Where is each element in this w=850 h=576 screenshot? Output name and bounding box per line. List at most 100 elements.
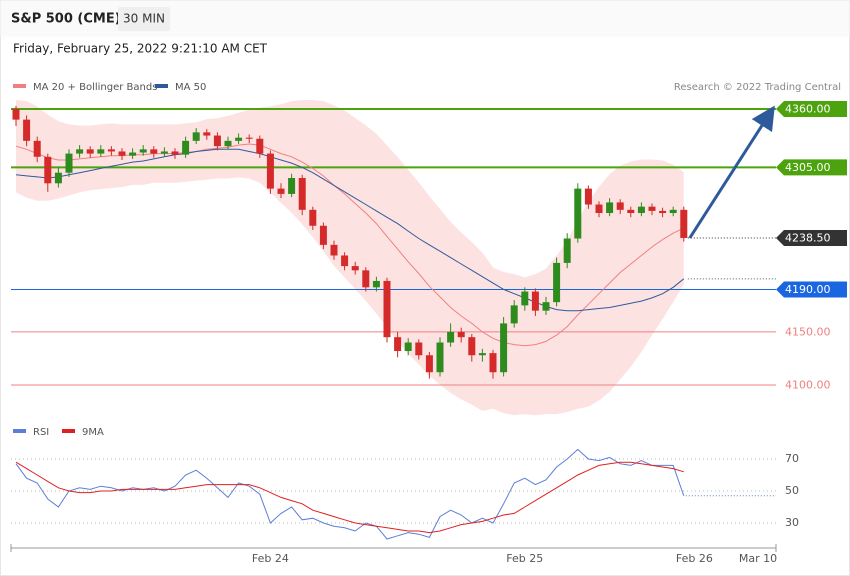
candle-body (659, 210, 667, 214)
candle-body (574, 188, 582, 239)
level-label: 4305.00 (785, 161, 831, 174)
rsi-line (15, 461, 684, 534)
moving-average (15, 148, 685, 312)
candle-body (298, 178, 306, 210)
candle-body (65, 153, 73, 173)
candle-body (224, 140, 232, 147)
candle-body (500, 323, 508, 373)
candle-body (425, 355, 433, 373)
level-label: 4360.00 (785, 103, 831, 116)
candle-body (383, 280, 391, 338)
x-tick-label: Feb 24 (252, 552, 289, 565)
candle-body (118, 151, 126, 156)
candle-body (309, 209, 317, 226)
candle-body (192, 132, 200, 141)
legend-swatch (13, 429, 26, 433)
candle-body (468, 337, 476, 356)
legend-swatch (13, 84, 26, 88)
candle-body (606, 202, 614, 214)
band-lower (15, 176, 685, 416)
level-label: 4190.00 (785, 283, 831, 296)
bollinger-band (16, 100, 684, 415)
band-upper (15, 100, 685, 279)
rsi-tick-label: 30 (785, 516, 799, 529)
candle-body (447, 331, 455, 343)
level-tag (776, 159, 847, 176)
candle-body (351, 266, 359, 271)
chart-title: S&P 500 (CME) (11, 12, 121, 27)
candle-body (362, 270, 370, 288)
candle-body (150, 149, 158, 154)
candle-body (12, 109, 20, 120)
rsi-tick-label: 50 (785, 484, 799, 497)
candle-body (553, 262, 561, 303)
candle-body (171, 151, 179, 155)
legend-label: RSI (33, 427, 49, 438)
candle-body (627, 209, 635, 214)
candle-body (256, 138, 264, 154)
candle-body (266, 153, 274, 189)
price-plot: MA 20 + Bollinger Bands MA 50 RSI 9MA 4360.0… (10, 82, 847, 565)
candle-body (415, 342, 423, 356)
candle-body (404, 342, 412, 351)
projection-arrow (688, 105, 775, 239)
candle-body (648, 206, 656, 211)
candle-body (203, 132, 211, 136)
subtitle: Friday, February 25, 2022 9:21:10 AM CET (13, 42, 268, 56)
candle-body (542, 302, 550, 311)
candle-body (182, 140, 190, 155)
source: Research © 2022 Trading Central (674, 82, 841, 93)
level-tag (776, 229, 847, 246)
candle-body (680, 209, 688, 238)
level-label: 4238.50 (785, 231, 831, 244)
candle-body (107, 149, 115, 152)
candle-body (86, 149, 94, 154)
candle-body (235, 137, 243, 141)
level-tag (776, 101, 847, 118)
rsi-tick-label: 70 (785, 452, 799, 465)
x-tick-label: Feb 25 (506, 552, 543, 565)
candle-body (595, 204, 603, 214)
candle-body (44, 156, 52, 184)
level-label: 4100.00 (785, 378, 831, 391)
candle-body (510, 305, 518, 324)
legend-label: MA 20 + Bollinger Bands (33, 82, 157, 93)
legend-swatch (155, 84, 168, 88)
candle-body (669, 209, 677, 214)
candle-body (521, 291, 529, 306)
candle-body (531, 291, 539, 311)
candle-body (616, 202, 624, 210)
candle-body (584, 188, 592, 205)
legend-label: 9MA (82, 427, 104, 438)
candle-body (394, 337, 402, 351)
candle-body (54, 172, 62, 184)
candle-body (436, 342, 444, 373)
candle-body (372, 280, 380, 288)
x-tick-label: Feb 26 (676, 552, 713, 565)
candle-body (637, 206, 645, 214)
level-tag (776, 281, 847, 298)
candle-body (129, 152, 137, 156)
candle-body (341, 255, 349, 267)
candle-body (139, 149, 147, 153)
x-tick-label: Mar 10 (739, 552, 777, 565)
candle-body (97, 149, 105, 154)
candle-body (213, 135, 221, 147)
level-label: 4150.00 (785, 325, 831, 338)
moving-average (15, 143, 685, 347)
candle-body (33, 140, 41, 157)
candle-body (245, 137, 253, 139)
legend-label: MA 50 (175, 82, 206, 93)
candle-body (319, 225, 327, 245)
interval-badge (118, 7, 170, 31)
candle-body (76, 149, 84, 154)
candle-body (563, 238, 571, 263)
candle-body (489, 353, 497, 373)
candle-body (160, 151, 168, 154)
candle-body (277, 188, 285, 194)
legend-swatch (62, 429, 75, 433)
candle-body (330, 244, 338, 256)
candle-body (288, 178, 296, 194)
